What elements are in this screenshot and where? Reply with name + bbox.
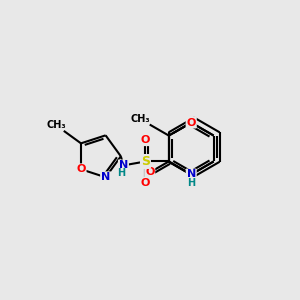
Text: N: N <box>101 172 110 182</box>
Text: H: H <box>187 178 195 188</box>
Text: O: O <box>145 167 154 178</box>
Text: CH₃: CH₃ <box>131 114 151 124</box>
Text: H: H <box>117 168 125 178</box>
Text: S: S <box>141 155 150 168</box>
Text: N: N <box>119 160 128 170</box>
Text: CH₃: CH₃ <box>46 120 66 130</box>
Text: O: O <box>76 164 86 174</box>
Text: N: N <box>187 169 196 179</box>
Text: O: O <box>141 135 150 145</box>
Text: O: O <box>187 118 196 128</box>
Text: O: O <box>141 178 150 188</box>
